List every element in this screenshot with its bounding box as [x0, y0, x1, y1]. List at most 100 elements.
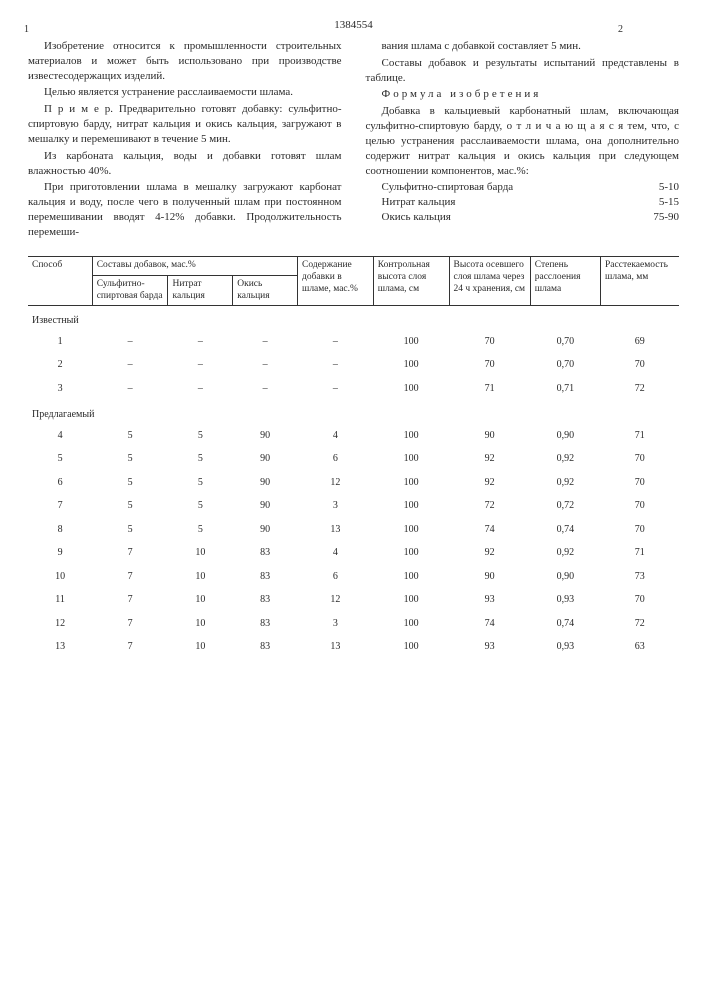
table-cell: 83 — [233, 612, 298, 636]
component-3: Окись кальция 75-90 — [366, 210, 680, 225]
table-cell: 100 — [373, 494, 449, 518]
table-cell: 0,90 — [530, 565, 600, 589]
table-cell: 12 — [298, 471, 374, 495]
table-cell: 7 — [28, 494, 92, 518]
table-cell: 83 — [233, 635, 298, 659]
table-cell: – — [168, 330, 233, 354]
table-cell: 0,74 — [530, 612, 600, 636]
right-column: 2 вания шлама с добавкой составляет 5 ми… — [366, 39, 680, 242]
table-body: Известный1––––100700,70692––––100700,707… — [28, 306, 679, 659]
table-cell: 10 — [168, 541, 233, 565]
table-row: 2––––100700,7070 — [28, 353, 679, 377]
table-cell: 63 — [601, 635, 679, 659]
table-cell: 10 — [168, 612, 233, 636]
table-cell: 4 — [28, 424, 92, 448]
table-cell: 7 — [92, 588, 168, 612]
table-cell: 8 — [28, 518, 92, 542]
table-cell: 70 — [601, 588, 679, 612]
table-cell: 0,93 — [530, 635, 600, 659]
right-p1: вания шлама с добавкой составляет 5 мин. — [366, 39, 680, 54]
th-control-height: Контрольная высота слоя шлама, см — [373, 256, 449, 306]
table-cell: 5 — [92, 424, 168, 448]
table-cell: 71 — [601, 424, 679, 448]
table-cell: 4 — [298, 424, 374, 448]
table-row: 3––––100710,7172 — [28, 377, 679, 401]
table-cell: 72 — [601, 377, 679, 401]
table-cell: 70 — [601, 447, 679, 471]
table-cell: – — [168, 377, 233, 401]
table-cell: 90 — [233, 424, 298, 448]
table-cell: – — [298, 353, 374, 377]
table-cell: 2 — [28, 353, 92, 377]
table-cell: 0,74 — [530, 518, 600, 542]
table-cell: 7 — [92, 541, 168, 565]
table-cell: 74 — [449, 612, 530, 636]
table-cell: 13 — [298, 635, 374, 659]
table-cell: 13 — [298, 518, 374, 542]
left-p3: П р и м е р. Предварительно готовят доба… — [28, 102, 342, 147]
table-row: 1––––100700,7069 — [28, 330, 679, 354]
table-cell: 72 — [601, 612, 679, 636]
table-cell: 0,90 — [530, 424, 600, 448]
table-cell: 0,72 — [530, 494, 600, 518]
th-oxide: Окись кальция — [233, 275, 298, 306]
table-cell: 5 — [92, 494, 168, 518]
left-p4: Из карбоната кальция, воды и добавки гот… — [28, 149, 342, 179]
table-cell: 10 — [168, 635, 233, 659]
th-content: Содержание добавки в шламе, мас.% — [298, 256, 374, 306]
table-cell: 7 — [92, 612, 168, 636]
table-cell: 93 — [449, 635, 530, 659]
table-cell: 6 — [298, 565, 374, 589]
component-2: Нитрат кальция 5-15 — [366, 195, 680, 210]
left-p5: При приготовлении шлама в мешалку загруж… — [28, 180, 342, 239]
table-cell: 73 — [601, 565, 679, 589]
table-cell: 5 — [92, 447, 168, 471]
table-cell: 70 — [601, 494, 679, 518]
table-cell: 74 — [449, 518, 530, 542]
table-cell: – — [298, 330, 374, 354]
table-cell: 5 — [168, 494, 233, 518]
component-1-label: Сульфитно-спиртовая барда — [382, 180, 514, 195]
table-cell: 92 — [449, 447, 530, 471]
table-cell: 5 — [28, 447, 92, 471]
table-cell: 90 — [233, 494, 298, 518]
component-3-value: 75-90 — [653, 210, 679, 225]
table-cell: 5 — [168, 471, 233, 495]
table-cell: 83 — [233, 565, 298, 589]
results-table: Способ Составы добавок, мас.% Содержание… — [28, 256, 679, 659]
table-cell: 0,92 — [530, 447, 600, 471]
table-cell: 5 — [92, 471, 168, 495]
table-cell: – — [233, 353, 298, 377]
table-cell: – — [298, 377, 374, 401]
table-row: 555906100920,9270 — [28, 447, 679, 471]
component-1: Сульфитно-спиртовая барда 5-10 — [366, 180, 680, 195]
th-spreadability: Расстекаемость шлама, мм — [601, 256, 679, 306]
component-1-value: 5-10 — [659, 180, 679, 195]
component-2-label: Нитрат кальция — [382, 195, 456, 210]
table-cell: 6 — [298, 447, 374, 471]
table-cell: 6 — [28, 471, 92, 495]
table-row: 455904100900,9071 — [28, 424, 679, 448]
table-cell: 93 — [449, 588, 530, 612]
table-cell: 13 — [28, 635, 92, 659]
table-cell: 100 — [373, 471, 449, 495]
table-cell: 5 — [92, 518, 168, 542]
th-sulfite: Сульфитно-спиртовая барда — [92, 275, 168, 306]
table-cell: 5 — [168, 518, 233, 542]
table-cell: 100 — [373, 588, 449, 612]
table-cell: 7 — [92, 565, 168, 589]
right-p3: Добавка в кальциевый карбонатный шлам, в… — [366, 104, 680, 178]
table-cell: 11 — [28, 588, 92, 612]
table-cell: 90 — [449, 565, 530, 589]
table-cell: 12 — [298, 588, 374, 612]
table-cell: – — [168, 353, 233, 377]
table-cell: 90 — [233, 518, 298, 542]
table-cell: 0,70 — [530, 330, 600, 354]
table-cell: – — [233, 377, 298, 401]
section-row: Предлагаемый — [28, 400, 679, 424]
table-cell: 3 — [298, 494, 374, 518]
table-row: 12710833100740,7472 — [28, 612, 679, 636]
table-cell: 100 — [373, 353, 449, 377]
table-cell: 92 — [449, 471, 530, 495]
table-cell: 0,71 — [530, 377, 600, 401]
